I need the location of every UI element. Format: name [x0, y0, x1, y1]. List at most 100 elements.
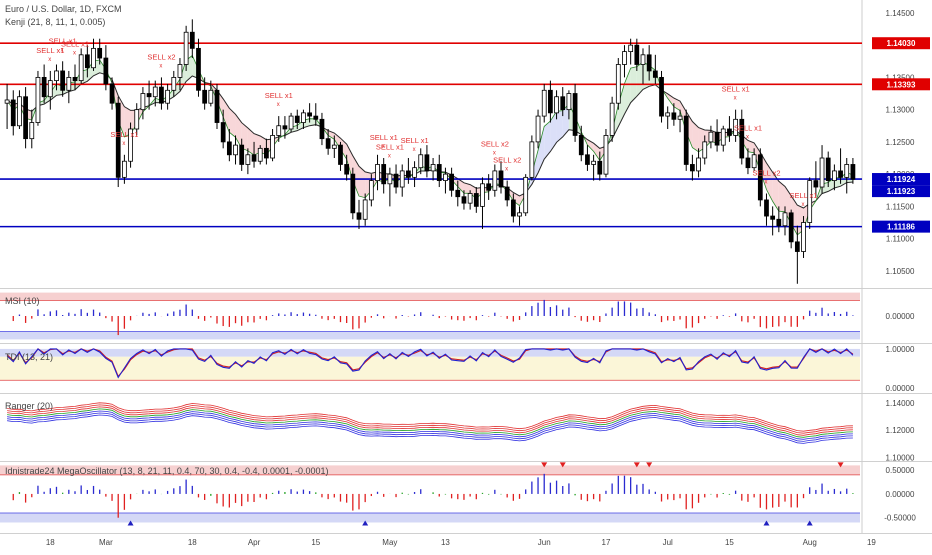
sell-signal-label: SELL x1	[265, 91, 293, 100]
ranger-tick-label: 1.12000	[886, 426, 915, 435]
sell-signal-label: SELL x1	[401, 136, 429, 145]
candle-body	[801, 222, 806, 252]
candle-body	[436, 164, 442, 181]
kenji-cloud-segment	[618, 83, 625, 127]
kenji-cloud-segment	[538, 126, 545, 173]
candle-body	[122, 160, 127, 178]
mega-sell-marker	[541, 462, 548, 468]
candle-body	[418, 154, 424, 169]
time-axis-label: 15	[725, 538, 734, 547]
candle-body	[850, 164, 856, 180]
time-axis-label: 17	[602, 538, 611, 547]
ranger-mid-line	[7, 408, 853, 438]
candle-body	[381, 164, 387, 185]
candle-body	[819, 157, 825, 188]
candle-body	[807, 180, 813, 223]
candle-body	[449, 173, 454, 191]
time-axis-label: Mar	[99, 538, 113, 547]
kenji-cloud-segment	[340, 138, 347, 160]
candle-body	[578, 135, 584, 156]
mega-buy-marker	[127, 520, 134, 526]
mega-sell-marker	[837, 462, 844, 468]
candle-body	[504, 186, 510, 201]
candle-body	[202, 89, 208, 104]
kenji-cloud-segment	[544, 120, 551, 160]
level-badge	[872, 173, 930, 186]
candle-body	[301, 112, 306, 123]
sell-signal-marker: x	[61, 47, 64, 53]
candle-body	[554, 96, 559, 114]
price-tick-label: 1.13500	[886, 73, 915, 82]
candle-body	[35, 76, 41, 123]
candle-body	[66, 76, 72, 91]
candle-body	[585, 154, 590, 165]
candle-body	[128, 128, 133, 162]
candle-body	[652, 70, 658, 78]
kenji-cloud-segment	[241, 122, 248, 151]
candle-body	[208, 89, 214, 104]
candle-body	[776, 218, 782, 227]
candle-body	[739, 118, 745, 159]
candle-body	[486, 183, 492, 191]
candle-body	[338, 144, 343, 165]
tdi-tick-label: 0.00000	[886, 384, 915, 393]
kenji-slow-line	[6, 72, 853, 209]
candle-body	[825, 157, 831, 181]
candle-body	[177, 64, 183, 78]
sell-signal-label: SELL x2	[752, 168, 780, 177]
candle-body	[609, 102, 615, 136]
candle-body	[72, 76, 78, 82]
ranger-lower-band	[7, 410, 853, 440]
candle-body	[54, 70, 59, 82]
candle-body	[523, 176, 529, 214]
candle-body	[307, 112, 312, 117]
candle-body	[313, 115, 319, 120]
candle-body	[529, 141, 535, 178]
kenji-cloud-segment	[513, 192, 520, 206]
candle-body	[572, 93, 578, 136]
candle-body	[399, 170, 405, 188]
candle-body	[214, 89, 220, 123]
candle-body	[60, 70, 66, 91]
price-tick-label: 1.11500	[886, 202, 915, 211]
candle-body	[10, 99, 16, 127]
candle-body	[813, 180, 819, 188]
candle-body	[17, 96, 22, 127]
candle-body	[375, 164, 380, 181]
candle-body	[628, 44, 634, 52]
tdi-pane-title: TDI (13, 21)	[5, 352, 54, 362]
kenji-cloud-segment	[229, 108, 236, 138]
candle-body	[677, 115, 683, 120]
kenji-fast-line	[6, 54, 854, 236]
mega-buy-marker	[362, 520, 369, 526]
candle-body	[91, 47, 96, 69]
sell-signal-label: SELL x2	[493, 156, 521, 165]
kenji-indicator-label: Kenji (21, 8, 11, 1, 0.005)	[5, 17, 106, 27]
candle-body	[603, 135, 609, 175]
candle-body	[84, 54, 90, 69]
tdi-mid-zone	[0, 356, 860, 381]
candle-body	[257, 147, 263, 162]
level-badge	[872, 220, 930, 233]
candle-body	[78, 54, 84, 82]
candle-body	[189, 31, 195, 49]
kenji-cloud-segment	[772, 172, 779, 212]
time-axis-label: Jun	[538, 538, 551, 547]
candle-body	[430, 164, 436, 172]
candle-body	[251, 154, 257, 162]
level-badge	[872, 37, 930, 50]
ranger-upper-band	[7, 402, 853, 432]
sell-signal-marker: x	[388, 154, 391, 160]
time-axis-label: 13	[441, 538, 450, 547]
mega-tick-label: 0.00000	[886, 490, 915, 499]
candle-body	[535, 115, 541, 143]
sell-signal-label: SELL x1	[790, 191, 818, 200]
kenji-cloud-segment	[359, 166, 366, 198]
candle-body	[134, 109, 140, 130]
candle-body	[455, 189, 461, 198]
msi-tick-label: 0.00000	[886, 312, 915, 321]
time-axis-label: Aug	[803, 538, 817, 547]
ranger-tick-label: 1.10000	[886, 453, 915, 462]
candle-body	[702, 141, 708, 159]
